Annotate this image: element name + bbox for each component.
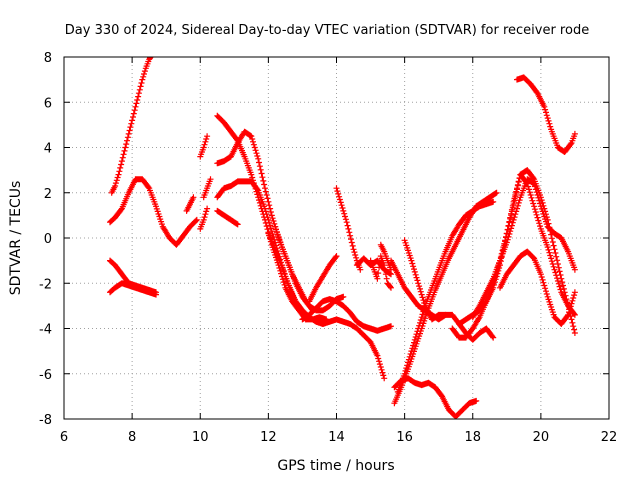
chart-title: Day 330 of 2024, Sidereal Day-to-day VTE… <box>65 23 589 38</box>
series-trace-30 <box>514 74 578 155</box>
data-point-markers <box>456 171 578 327</box>
series-trace-27 <box>456 171 578 327</box>
x-tick-label: 14 <box>328 430 345 445</box>
data-point-markers <box>377 241 394 273</box>
series-trace-8 <box>200 176 214 201</box>
x-tick-label: 20 <box>533 430 550 445</box>
y-tick-label: -6 <box>39 368 52 383</box>
x-tick-label: 6 <box>60 430 68 445</box>
y-tick-label: -8 <box>39 413 52 428</box>
y-axis-label: SDTVAR / TECUs <box>8 181 24 296</box>
series-trace-19 <box>367 253 394 291</box>
data-point-markers <box>469 176 578 321</box>
data-point-markers <box>107 176 200 248</box>
data-point-markers <box>200 176 214 201</box>
y-tick-label: 6 <box>44 96 52 111</box>
y-tick-label: 0 <box>44 232 52 247</box>
data-point-markers <box>514 74 578 155</box>
series-trace-17 <box>333 185 364 273</box>
data-point-markers <box>183 194 197 214</box>
x-tick-label: 16 <box>396 430 413 445</box>
x-tick-label: 10 <box>192 430 209 445</box>
y-tick-label: -4 <box>39 323 52 338</box>
series-trace-7 <box>197 205 211 232</box>
x-tick-label: 12 <box>260 430 277 445</box>
data-point-markers <box>306 253 340 305</box>
series-trace-1 <box>108 57 154 196</box>
x-tick-label: 22 <box>601 430 618 445</box>
series-trace-2 <box>107 176 200 248</box>
x-tick-label: 18 <box>464 430 481 445</box>
data-clip-group <box>107 57 578 419</box>
data-points <box>107 57 578 419</box>
y-tick-label: 2 <box>44 187 52 202</box>
data-point-markers <box>197 205 211 232</box>
x-tick-label: 8 <box>128 430 136 445</box>
data-point-markers <box>394 198 497 395</box>
series-trace-20 <box>377 241 394 273</box>
x-axis-label: GPS time / hours <box>277 458 394 474</box>
series-trace-4 <box>107 280 159 298</box>
y-tick-label: 8 <box>44 51 52 66</box>
series-trace-12 <box>214 207 241 228</box>
data-point-markers <box>367 253 394 291</box>
data-point-markers <box>214 207 241 228</box>
data-point-markers <box>107 280 159 298</box>
data-point-markers <box>497 248 578 327</box>
series-trace-28 <box>469 176 578 321</box>
data-point-markers <box>197 133 211 160</box>
series-trace-15 <box>299 296 394 334</box>
y-tick-label: 4 <box>44 142 52 157</box>
series-trace-16 <box>306 253 340 305</box>
grid-lines <box>64 57 609 419</box>
axis-ticks: 6 8 10 12 14 16 18 20 22 -8 -6 -4 -2 0 2 4 6 8 <box>39 51 617 445</box>
series-trace-6 <box>197 133 211 160</box>
series-trace-24 <box>394 198 497 395</box>
data-point-markers <box>333 185 364 273</box>
series-trace-5 <box>183 194 197 214</box>
data-point-markers <box>299 296 394 334</box>
data-point-markers <box>108 57 154 196</box>
data-point-markers <box>401 237 497 343</box>
series-trace-29 <box>497 248 578 327</box>
y-tick-label: -2 <box>39 277 52 292</box>
series-trace-25 <box>401 237 497 343</box>
